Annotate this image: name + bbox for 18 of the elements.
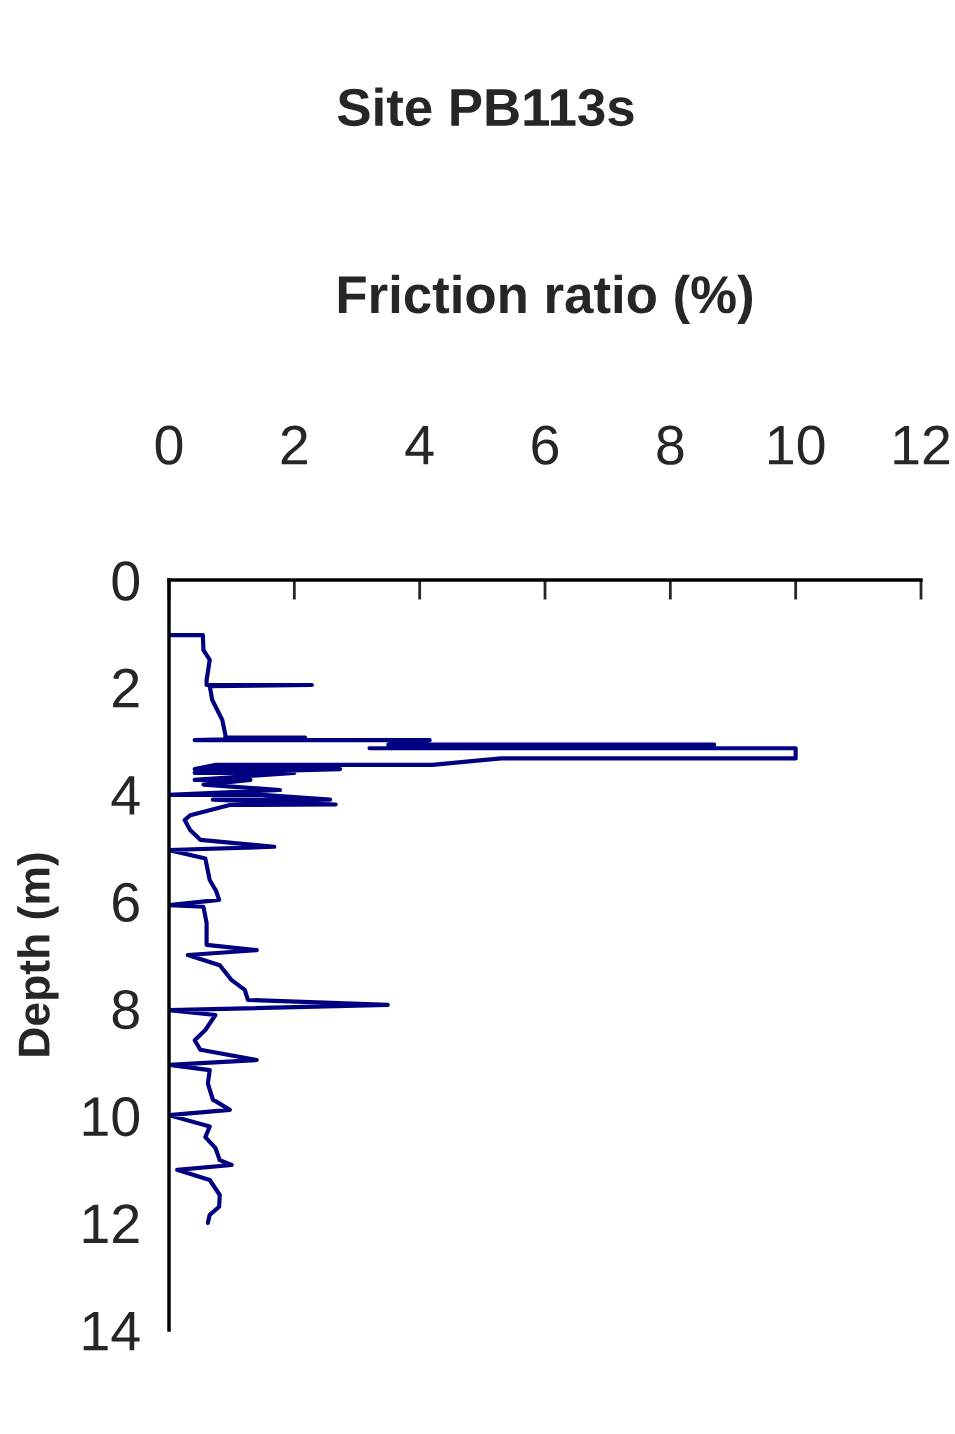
y-tick-label: 8 (112, 989, 139, 1030)
x-tick-label: 6 (532, 425, 559, 465)
y-tick-label: 6 (113, 882, 139, 923)
chart-title: Site PB113s (337, 87, 634, 127)
x-axis-title: Friction ratio (%) (338, 274, 753, 324)
y-tick-label: 4 (111, 776, 140, 815)
x-tick-label: 0 (155, 425, 183, 465)
x-tick-label: 12 (894, 425, 950, 465)
y-tick-label: 10 (83, 1097, 140, 1137)
y-tick-label: 14 (83, 1311, 140, 1351)
x-tick-label: 8 (657, 425, 684, 465)
y-axis-title: Depth (m) (17, 853, 59, 1056)
x-tick-label: 10 (769, 425, 825, 465)
x-tick-label: 4 (405, 426, 434, 465)
x-tick-label: 2 (281, 425, 307, 465)
y-tick-label: 0 (112, 561, 140, 601)
y-tick-label: 12 (83, 1204, 139, 1243)
y-tick-label: 2 (113, 668, 139, 708)
